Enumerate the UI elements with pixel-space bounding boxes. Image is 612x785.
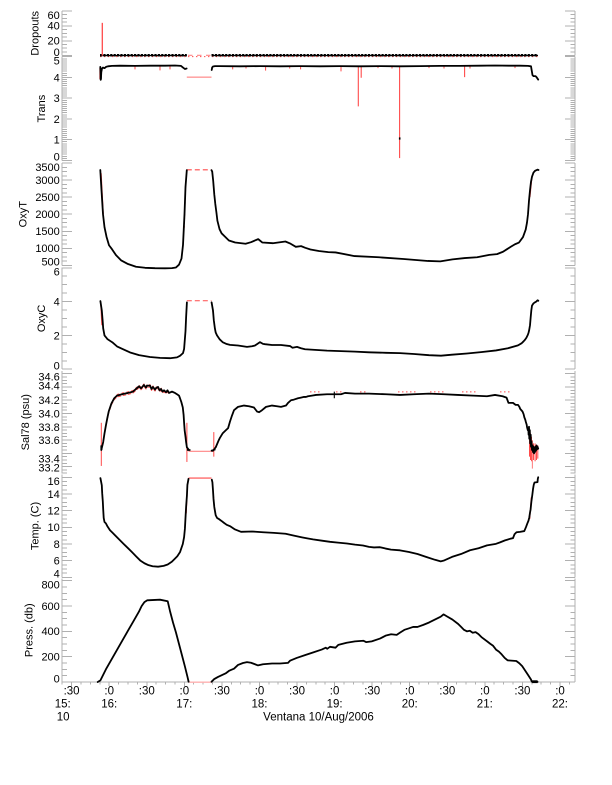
svg-text:20:: 20:	[402, 699, 418, 711]
svg-text:34.4: 34.4	[38, 381, 59, 393]
svg-text:2: 2	[54, 330, 60, 342]
svg-text:2000: 2000	[35, 209, 59, 221]
svg-text:OxyT: OxyT	[18, 201, 30, 228]
svg-text::0: :0	[405, 686, 415, 698]
svg-text:Sal78 (psu): Sal78 (psu)	[20, 394, 32, 450]
svg-text:3: 3	[54, 93, 60, 105]
svg-text:400: 400	[41, 626, 59, 638]
svg-text:6: 6	[54, 556, 60, 568]
svg-text:OxyC: OxyC	[36, 305, 48, 333]
svg-text::30: :30	[289, 686, 305, 698]
svg-text::30: :30	[514, 686, 530, 698]
svg-text:34.0: 34.0	[38, 408, 59, 420]
svg-text:16: 16	[48, 476, 60, 488]
svg-text:6: 6	[54, 267, 60, 279]
svg-text:2500: 2500	[35, 192, 59, 204]
svg-text:4: 4	[54, 297, 60, 309]
svg-text:0: 0	[54, 152, 60, 164]
svg-text:20: 20	[48, 36, 60, 48]
svg-text:4: 4	[54, 569, 60, 581]
svg-text:5: 5	[54, 56, 60, 68]
svg-text::0: :0	[180, 686, 190, 698]
svg-text:8: 8	[54, 539, 60, 551]
svg-text:1: 1	[54, 135, 60, 147]
svg-text:0: 0	[54, 361, 60, 373]
svg-text::0: :0	[480, 686, 490, 698]
svg-text:1500: 1500	[35, 226, 59, 238]
svg-text:34.2: 34.2	[38, 395, 59, 407]
svg-text:40: 40	[48, 21, 60, 33]
svg-text:1000: 1000	[35, 243, 59, 255]
svg-text:10: 10	[48, 522, 60, 534]
svg-text:16:: 16:	[101, 699, 117, 711]
svg-text::30: :30	[439, 686, 455, 698]
svg-text::0: :0	[104, 686, 114, 698]
svg-text:19:: 19:	[327, 699, 343, 711]
svg-text:Dropouts: Dropouts	[30, 10, 42, 55]
svg-text::0: :0	[255, 686, 265, 698]
svg-text:600: 600	[41, 601, 59, 613]
svg-text:Press. (db): Press. (db)	[24, 603, 36, 657]
svg-text:Trans: Trans	[36, 94, 48, 122]
svg-text:800: 800	[41, 580, 59, 592]
svg-text:34.6: 34.6	[38, 371, 59, 383]
svg-text:33.4: 33.4	[38, 453, 59, 465]
svg-text:0: 0	[54, 673, 60, 685]
svg-text::30: :30	[364, 686, 380, 698]
svg-text:33.2: 33.2	[38, 463, 59, 475]
svg-text:0: 0	[54, 47, 60, 59]
svg-text:15:: 15:	[55, 699, 71, 711]
svg-text:2: 2	[54, 114, 60, 126]
svg-text:Ventana 10/Aug/2006: Ventana 10/Aug/2006	[263, 712, 374, 724]
svg-text::30: :30	[139, 686, 155, 698]
svg-text::0: :0	[330, 686, 340, 698]
svg-text:10: 10	[57, 712, 70, 724]
svg-text:33.8: 33.8	[38, 422, 59, 434]
svg-text::0: :0	[555, 686, 565, 698]
svg-text:500: 500	[41, 257, 59, 269]
svg-text:17:: 17:	[176, 699, 192, 711]
svg-text:200: 200	[41, 652, 59, 664]
svg-text:21:: 21:	[477, 699, 493, 711]
svg-text:3500: 3500	[35, 162, 59, 174]
svg-text:14: 14	[48, 489, 60, 501]
svg-text:60: 60	[48, 10, 60, 22]
svg-text:4: 4	[54, 72, 60, 84]
svg-text::30: :30	[214, 686, 230, 698]
svg-text:Temp. (C): Temp. (C)	[30, 502, 42, 550]
svg-text:12: 12	[48, 506, 60, 518]
svg-text:3000: 3000	[35, 175, 59, 187]
svg-text:33.6: 33.6	[38, 435, 59, 447]
svg-text::30: :30	[64, 686, 80, 698]
svg-text:18:: 18:	[252, 699, 268, 711]
svg-text:22:: 22:	[552, 699, 568, 711]
